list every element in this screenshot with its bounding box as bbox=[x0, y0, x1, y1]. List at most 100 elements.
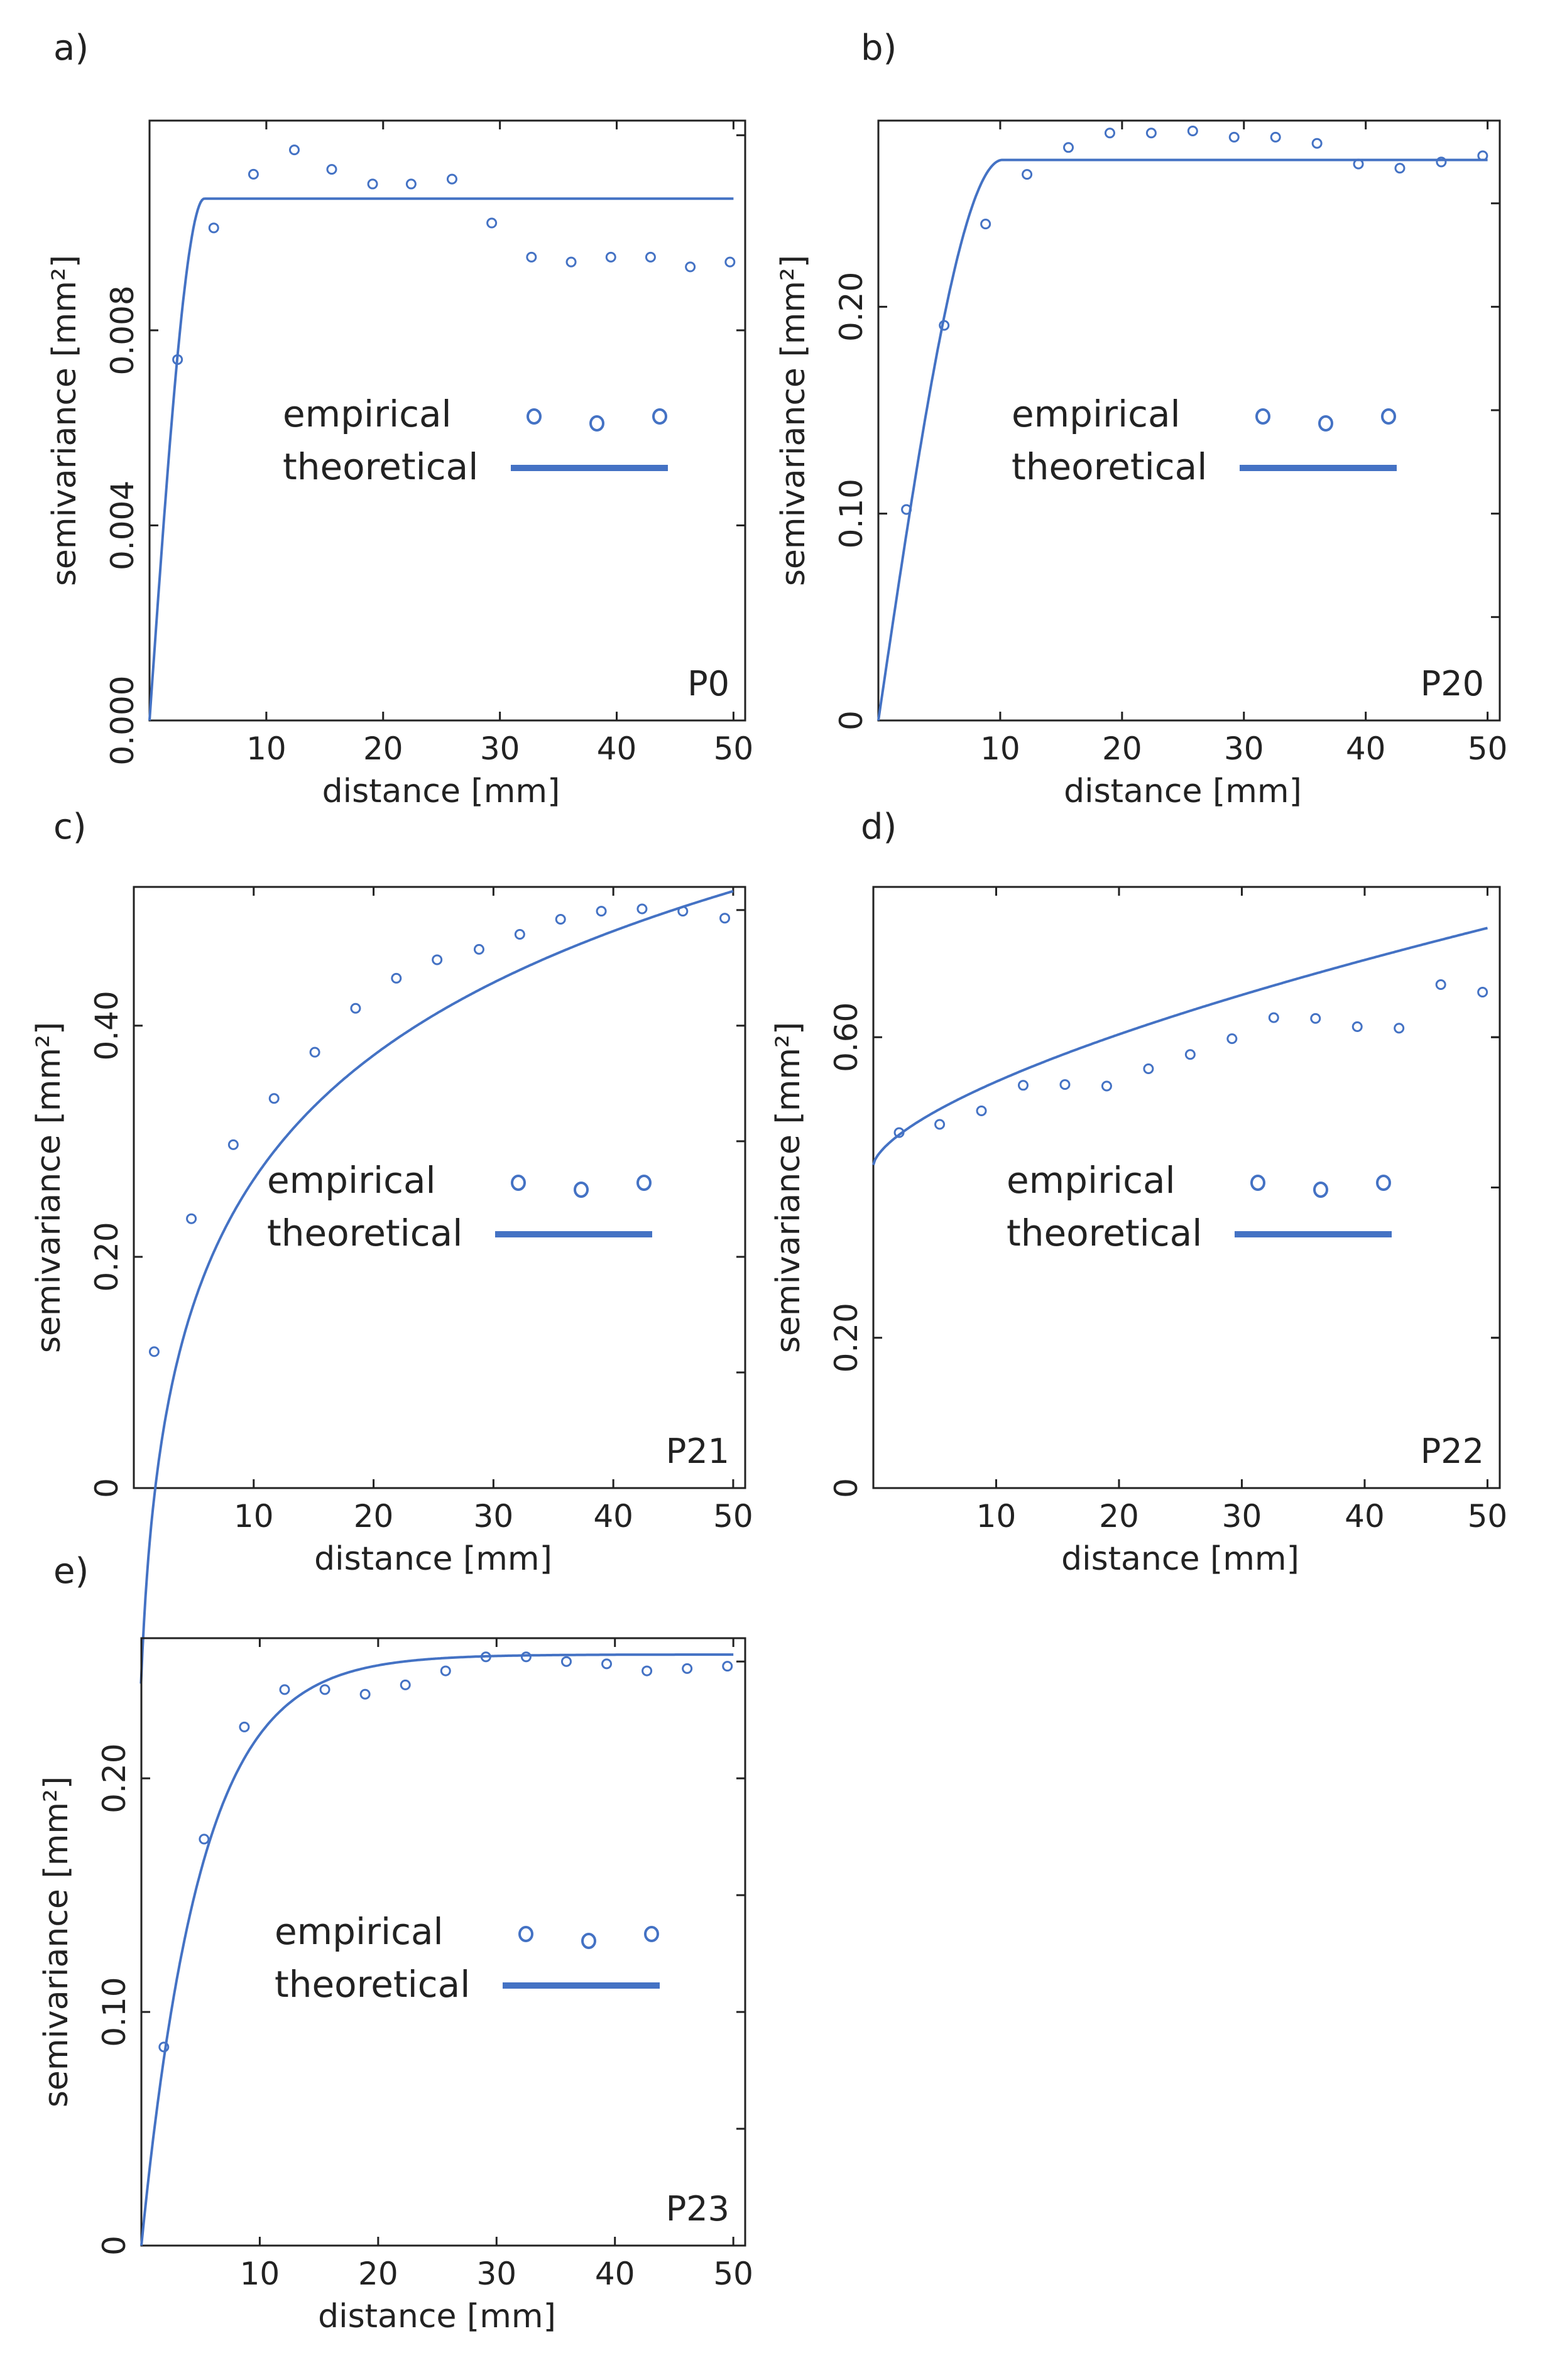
legend-empirical-marker bbox=[652, 408, 667, 425]
legend-empirical-label: empirical bbox=[1007, 1159, 1176, 1202]
empirical-point bbox=[319, 1684, 330, 1695]
legend-theoretical-label: theoretical bbox=[275, 1963, 470, 2006]
empirical-point bbox=[279, 1684, 290, 1695]
empirical-point bbox=[400, 1679, 411, 1690]
y-tick-label: 0 bbox=[828, 1478, 865, 1498]
legend-empirical-marker bbox=[644, 1926, 659, 1942]
x-tick-label: 10 bbox=[234, 1498, 274, 1535]
x-axis-label: distance [mm] bbox=[314, 1540, 552, 1578]
theoretical-curve bbox=[877, 158, 1488, 721]
x-tick-label: 30 bbox=[476, 2256, 516, 2292]
empirical-point bbox=[685, 261, 696, 273]
empirical-point bbox=[719, 913, 731, 924]
y-axis-label: semivariance [mm²] bbox=[38, 1776, 75, 2107]
y-tick-label: 0.000 bbox=[104, 675, 141, 765]
panel-letter: c) bbox=[53, 807, 87, 847]
chart-panel-p20: b) 10 20 30 40 50 0 0.10 0.20 distance [mm] semiva… bbox=[775, 28, 1507, 810]
empirical-point bbox=[227, 1139, 239, 1150]
empirical-point bbox=[1394, 163, 1406, 174]
x-axis-label: distance [mm] bbox=[318, 2298, 556, 2335]
plot-id-label: P21 bbox=[666, 1432, 729, 1471]
empirical-point bbox=[1017, 1080, 1029, 1091]
empirical-point bbox=[268, 1093, 280, 1104]
x-tick-label: 40 bbox=[593, 1498, 633, 1535]
empirical-point bbox=[359, 1688, 371, 1700]
empirical-point bbox=[480, 1651, 491, 1663]
empirical-point bbox=[239, 1721, 250, 1732]
legend-empirical-marker bbox=[1318, 415, 1333, 432]
plot-id-label: P22 bbox=[1421, 1432, 1484, 1471]
x-axis-label: distance [mm] bbox=[322, 773, 560, 810]
x-tick-label: 10 bbox=[240, 2256, 280, 2292]
empirical-point bbox=[555, 914, 566, 925]
x-axis-label: distance [mm] bbox=[1064, 773, 1302, 810]
plot-id-label: P20 bbox=[1421, 664, 1484, 704]
empirical-point bbox=[901, 504, 912, 515]
legend-theoretical-label: theoretical bbox=[267, 1212, 462, 1254]
theoretical-curve bbox=[140, 1653, 734, 2246]
empirical-point bbox=[1477, 150, 1488, 161]
empirical-point bbox=[1477, 986, 1488, 997]
chart-panel-p23: e) 10 20 30 40 50 0 0.10 0.20 distance [mm] semiva… bbox=[38, 1551, 753, 2335]
plot-frame bbox=[140, 1637, 746, 2247]
legend-empirical-marker bbox=[1381, 408, 1396, 425]
empirical-point bbox=[1270, 131, 1281, 143]
y-tick-label: 0.008 bbox=[104, 285, 141, 375]
empirical-point bbox=[473, 943, 484, 955]
empirical-point bbox=[939, 320, 950, 331]
empirical-point bbox=[440, 1665, 451, 1676]
empirical-point bbox=[605, 251, 616, 263]
empirical-point bbox=[980, 219, 991, 230]
legend-empirical-label: empirical bbox=[283, 393, 452, 435]
x-tick-label: 50 bbox=[713, 2256, 753, 2292]
y-tick-label: 0.20 bbox=[833, 272, 870, 342]
empirical-point bbox=[1268, 1012, 1279, 1023]
empirical-point bbox=[1228, 131, 1240, 143]
plot-id-label: P0 bbox=[687, 664, 729, 704]
x-tick-label: 20 bbox=[1102, 731, 1142, 767]
theoretical-curve bbox=[872, 926, 1488, 1166]
x-tick-label: 30 bbox=[1222, 1498, 1262, 1535]
x-tick-label: 10 bbox=[980, 731, 1020, 767]
empirical-point bbox=[636, 903, 648, 915]
empirical-point bbox=[1101, 1080, 1112, 1092]
empirical-point bbox=[248, 168, 259, 180]
x-tick-label: 10 bbox=[246, 731, 287, 767]
empirical-point bbox=[405, 178, 417, 190]
panel-letter: a) bbox=[53, 28, 89, 68]
x-tick-label: 20 bbox=[363, 731, 403, 767]
empirical-point bbox=[391, 972, 402, 984]
empirical-point bbox=[641, 1665, 653, 1676]
plot-frame bbox=[872, 886, 1501, 1489]
legend-empirical-marker bbox=[574, 1182, 589, 1198]
legend-theoretical-label: theoretical bbox=[1012, 445, 1207, 488]
empirical-point bbox=[722, 1661, 733, 1672]
empirical-point bbox=[148, 1346, 160, 1357]
x-tick-label: 20 bbox=[358, 2256, 398, 2292]
empirical-point bbox=[1351, 1021, 1363, 1033]
empirical-point bbox=[1435, 979, 1446, 991]
y-tick-label: 0.10 bbox=[833, 479, 870, 548]
legend-empirical-marker bbox=[589, 415, 604, 432]
y-axis-label: semivariance [mm²] bbox=[46, 255, 84, 586]
legend-theoretical-label: theoretical bbox=[283, 445, 478, 488]
empirical-point bbox=[601, 1658, 613, 1670]
y-tick-label: 0 bbox=[96, 2236, 133, 2256]
y-axis-label: semivariance [mm²] bbox=[30, 1022, 68, 1353]
empirical-point bbox=[1187, 125, 1198, 136]
empirical-point bbox=[446, 173, 457, 185]
x-tick-label: 30 bbox=[1224, 731, 1264, 767]
empirical-point bbox=[1394, 1023, 1405, 1034]
empirical-point bbox=[199, 1834, 210, 1845]
empirical-point bbox=[976, 1105, 987, 1116]
x-tick-label: 50 bbox=[1468, 1498, 1508, 1535]
empirical-point bbox=[645, 251, 656, 263]
legend-empirical-marker bbox=[1376, 1175, 1391, 1191]
x-tick-label: 30 bbox=[480, 731, 520, 767]
plot-frame bbox=[148, 119, 746, 722]
empirical-point bbox=[682, 1663, 693, 1674]
legend-empirical-label: empirical bbox=[275, 1910, 444, 1953]
chart-panel-p22: d) 10 20 30 40 50 0 0.20 0.60 distance [mm] semiva… bbox=[770, 807, 1507, 1578]
empirical-point bbox=[1353, 158, 1364, 170]
